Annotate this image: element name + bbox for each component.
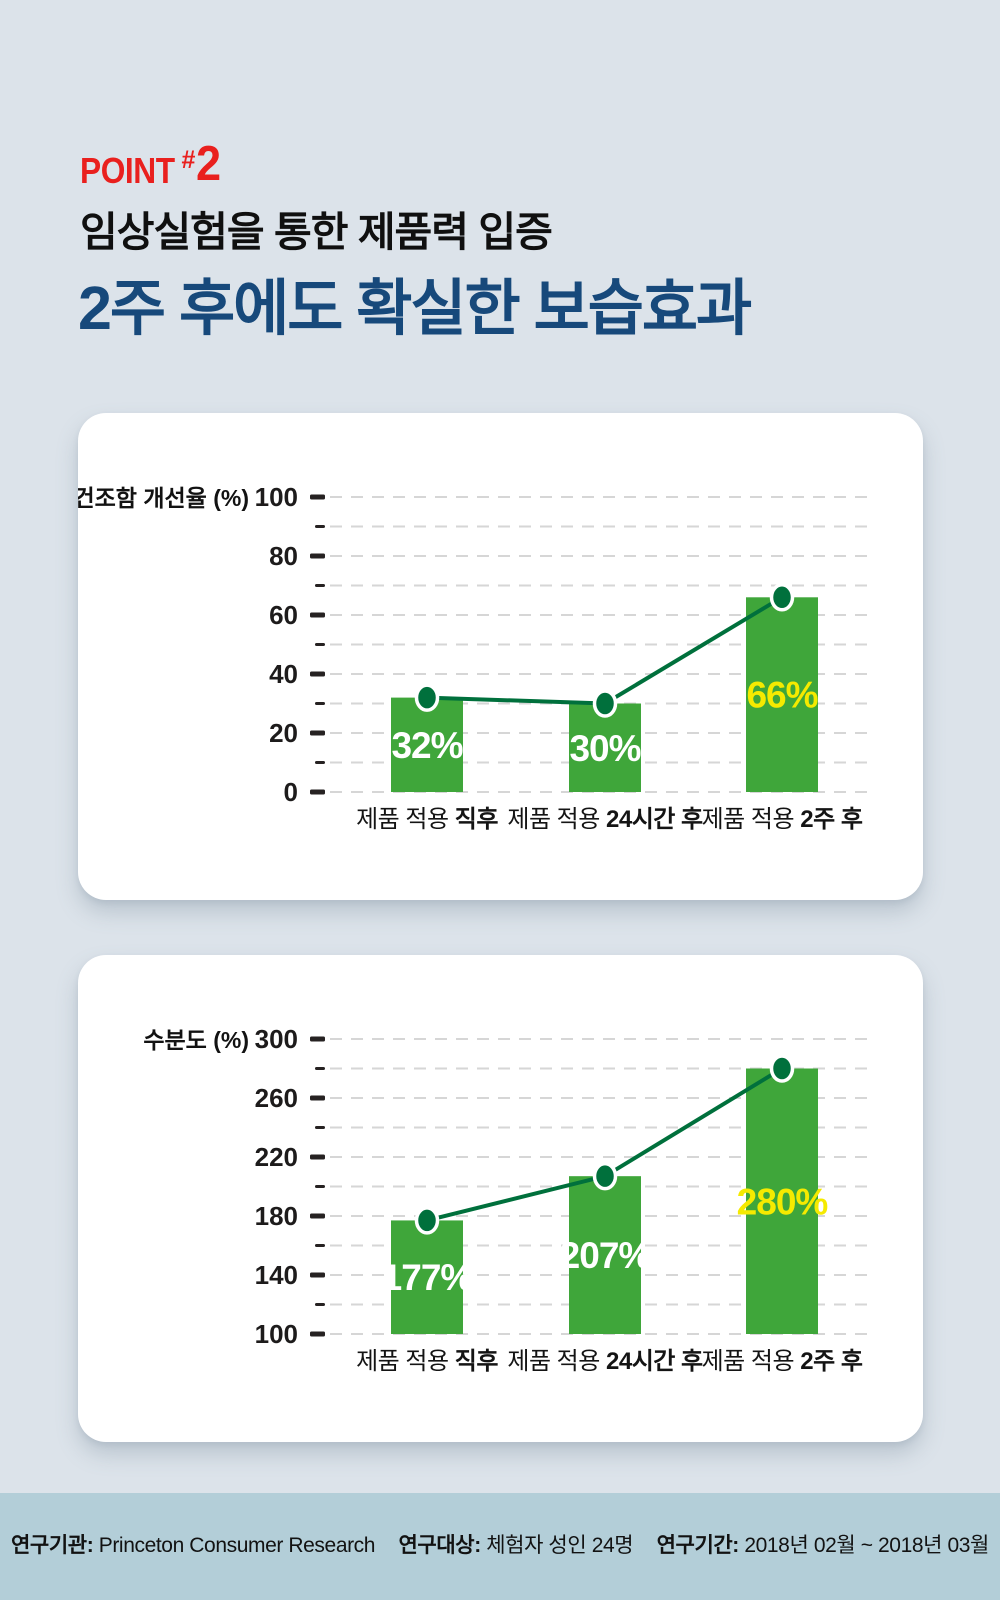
y-tick-label: 60	[269, 600, 298, 630]
major-tick	[310, 1036, 325, 1042]
research-subjects: 연구대상: 체험자 성인 24명	[399, 1534, 634, 1557]
major-tick	[310, 730, 325, 736]
y-tick-label: 100	[255, 1319, 298, 1349]
major-tick	[310, 671, 325, 677]
research-period-label: 연구기간:	[656, 1534, 740, 1557]
minor-tick	[315, 1185, 325, 1188]
bar-value-label: 32%	[391, 725, 462, 766]
x-category-label: 제품 적용 2주 후	[702, 1348, 863, 1375]
research-org-label: 연구기관:	[11, 1534, 94, 1557]
research-org-value: Princeton Consumer Research	[98, 1534, 376, 1557]
y-axis-title: 건조함 개선율 (%)	[78, 485, 249, 511]
point-hash-icon: #	[181, 146, 196, 174]
y-tick-label: 260	[255, 1083, 298, 1113]
major-tick	[310, 1331, 325, 1337]
research-org: 연구기관: Princeton Consumer Research	[11, 1534, 375, 1557]
research-credits: 연구기관: Princeton Consumer Research 연구대상: …	[0, 1529, 1000, 1559]
y-tick-label: 100	[255, 482, 298, 512]
bar-value-label: 207%	[560, 1235, 651, 1276]
data-point	[769, 583, 795, 612]
point-number: 2	[195, 137, 221, 191]
data-point	[769, 1054, 795, 1083]
bar	[746, 1068, 818, 1334]
point-word: POINT	[80, 150, 175, 191]
page-subtitle: 임상실험을 통한 제품력 입증	[80, 209, 553, 255]
major-tick	[310, 1272, 325, 1278]
y-tick-label: 20	[269, 718, 298, 748]
y-tick-label: 180	[255, 1201, 298, 1231]
y-tick-label: 300	[255, 1024, 298, 1054]
major-tick	[310, 1154, 325, 1160]
major-tick	[310, 1213, 325, 1219]
bar-value-label: 177%	[382, 1257, 473, 1298]
research-period-value: 2018년 02월 ~ 2018년 03월	[744, 1534, 989, 1557]
minor-tick	[315, 1303, 325, 1306]
minor-tick	[315, 584, 325, 587]
x-category-label: 제품 적용 24시간 후	[507, 1348, 703, 1375]
y-tick-label: 80	[269, 541, 298, 571]
y-axis-title: 수분도 (%)	[143, 1027, 249, 1053]
minor-tick	[315, 1067, 325, 1070]
y-tick-label: 140	[255, 1260, 298, 1290]
x-category-label: 제품 적용 2주 후	[702, 806, 863, 833]
data-point	[592, 1161, 618, 1191]
bar-value-label: 66%	[746, 675, 817, 716]
minor-tick	[315, 525, 325, 528]
major-tick	[310, 553, 325, 559]
bar	[391, 697, 463, 792]
minor-tick	[315, 702, 325, 705]
minor-tick	[315, 643, 325, 646]
bar-value-label: 280%	[737, 1181, 828, 1222]
major-tick	[310, 789, 325, 795]
research-credits-band: 연구기관: Princeton Consumer Research 연구대상: …	[0, 1493, 1000, 1600]
y-tick-label: 40	[269, 659, 298, 689]
major-tick	[310, 1095, 325, 1101]
point-badge: POINT # 2	[80, 140, 223, 189]
minor-tick	[315, 1244, 325, 1247]
data-point	[414, 683, 440, 712]
research-subjects-label: 연구대상:	[398, 1534, 482, 1557]
x-category-label: 제품 적용 직후	[356, 806, 498, 833]
bar	[569, 1176, 641, 1334]
minor-tick	[315, 1126, 325, 1129]
page-title: 2주 후에도 확실한 보습효과	[78, 274, 752, 342]
dryness-improvement-chart-card: 0 20 40 60 80 100 건조함 개선율 (%) 32% 30% 66% 제품 적용 직후…	[78, 413, 923, 900]
minor-tick	[315, 761, 325, 764]
research-period: 연구기간: 2018년 02월 ~ 2018년 03월	[656, 1534, 990, 1557]
bar	[391, 1220, 463, 1334]
x-category-label: 제품 적용 24시간 후	[507, 806, 703, 833]
x-category-label: 제품 적용 직후	[356, 1348, 498, 1375]
major-tick	[310, 494, 325, 500]
data-point	[414, 1206, 440, 1235]
bar	[569, 703, 641, 792]
research-subjects-value: 체험자 성인 24명	[486, 1534, 634, 1557]
bar	[746, 597, 818, 792]
y-tick-label: 0	[284, 777, 298, 807]
major-tick	[310, 612, 325, 618]
data-point	[592, 689, 618, 718]
moisture-level-chart-card: 100 140 180 220 260 300 수분도 (%) 177% 207% 280% 제품 …	[78, 955, 923, 1442]
bar-value-label: 30%	[569, 728, 640, 769]
y-tick-label: 220	[255, 1142, 298, 1172]
trend-line	[425, 595, 784, 706]
